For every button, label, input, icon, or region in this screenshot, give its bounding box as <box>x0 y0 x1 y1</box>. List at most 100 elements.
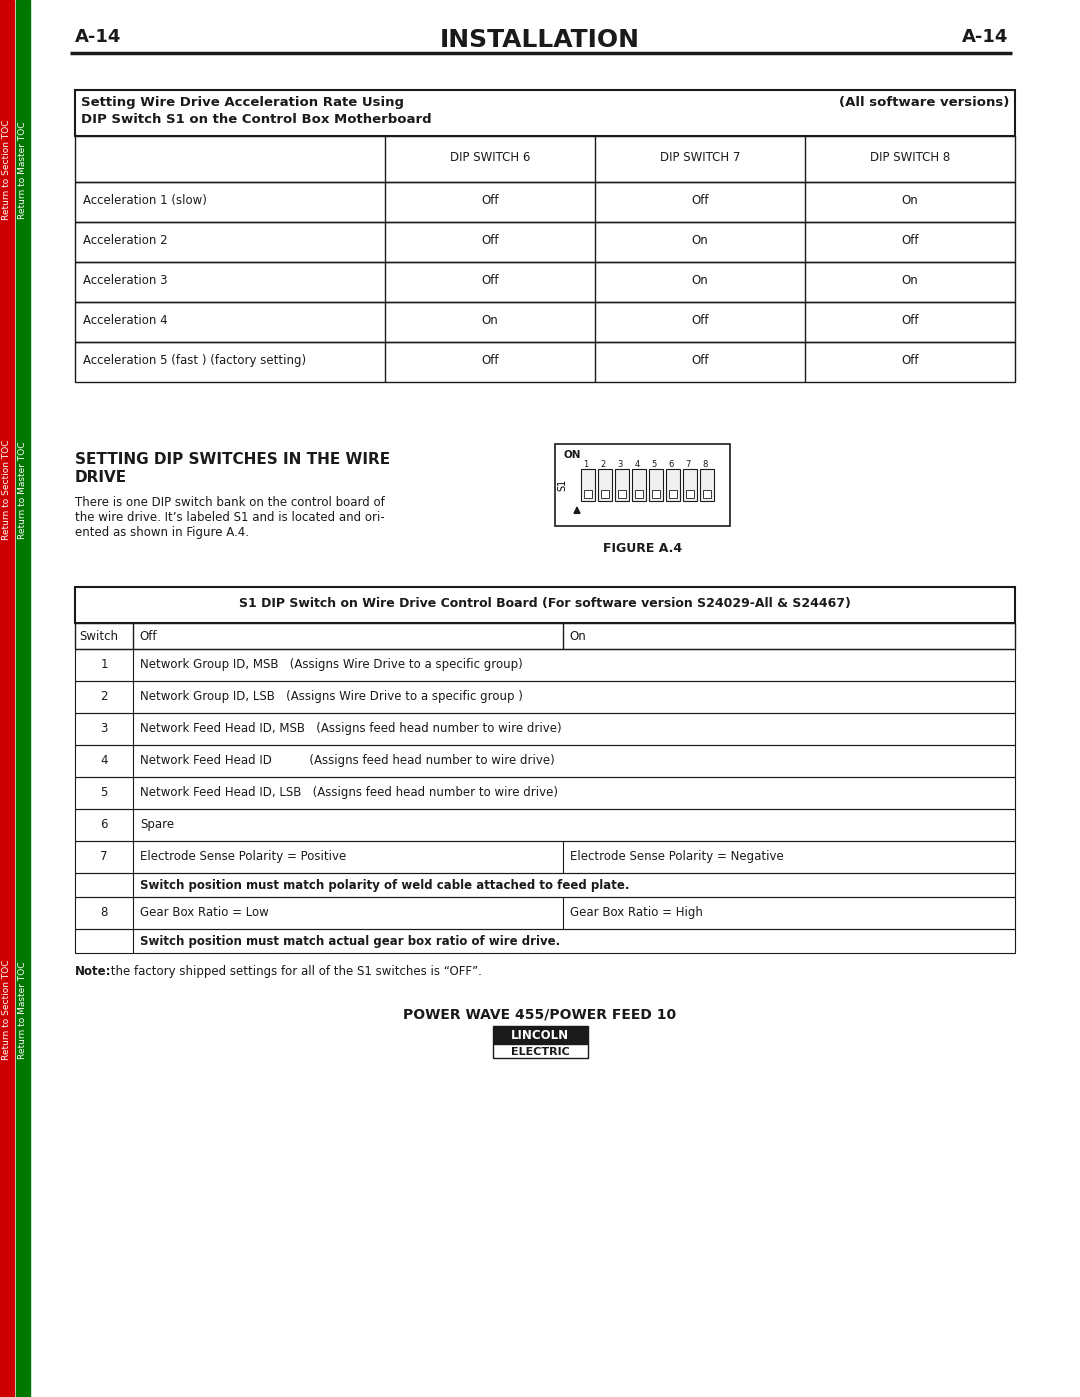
Text: Acceleration 3: Acceleration 3 <box>83 274 167 286</box>
Bar <box>686 490 694 497</box>
Text: Network Feed Head ID, MSB   (Assigns feed head number to wire drive): Network Feed Head ID, MSB (Assigns feed … <box>140 722 562 735</box>
Text: Network Group ID, LSB   (Assigns Wire Drive to a specific group ): Network Group ID, LSB (Assigns Wire Driv… <box>140 690 523 703</box>
Text: On: On <box>691 274 708 286</box>
Bar <box>703 490 711 497</box>
Text: Electrode Sense Polarity = Negative: Electrode Sense Polarity = Negative <box>570 849 784 863</box>
Bar <box>600 490 609 497</box>
Text: 4: 4 <box>634 460 639 469</box>
Text: DIP SWITCH 7: DIP SWITCH 7 <box>660 151 740 163</box>
Text: DIP Switch S1 on the Control Box Motherboard: DIP Switch S1 on the Control Box Motherb… <box>81 113 432 126</box>
Text: DIP SWITCH 8: DIP SWITCH 8 <box>869 151 950 163</box>
Text: Off: Off <box>139 630 157 643</box>
Bar <box>700 469 714 502</box>
Text: Gear Box Ratio = High: Gear Box Ratio = High <box>570 907 703 919</box>
Text: Acceleration 1 (slow): Acceleration 1 (slow) <box>83 194 207 207</box>
Bar <box>75 809 1015 841</box>
Text: INSTALLATION: INSTALLATION <box>440 28 640 52</box>
Text: 3: 3 <box>618 460 623 469</box>
Text: Return to Section TOC: Return to Section TOC <box>2 960 12 1060</box>
Bar <box>649 469 663 502</box>
Bar <box>669 490 677 497</box>
Bar <box>75 136 1015 182</box>
Bar <box>75 873 1015 897</box>
Text: 5: 5 <box>100 787 108 799</box>
Bar <box>75 587 1015 623</box>
Bar <box>683 469 697 502</box>
Text: 8: 8 <box>702 460 707 469</box>
Bar <box>75 342 1015 381</box>
Bar <box>632 469 646 502</box>
Text: the wire drive. It’s labeled S1 and is located and ori-: the wire drive. It’s labeled S1 and is l… <box>75 511 384 524</box>
Text: Acceleration 2: Acceleration 2 <box>83 235 167 247</box>
Text: S1: S1 <box>557 479 567 492</box>
Text: Off: Off <box>482 194 499 207</box>
Text: SETTING DIP SWITCHES IN THE WIRE: SETTING DIP SWITCHES IN THE WIRE <box>75 453 390 467</box>
Text: A-14: A-14 <box>961 28 1008 46</box>
Bar <box>75 222 1015 263</box>
Bar <box>598 469 612 502</box>
Bar <box>75 929 1015 953</box>
Text: Switch position must match actual gear box ratio of wire drive.: Switch position must match actual gear b… <box>140 935 561 949</box>
Text: 4: 4 <box>100 754 108 767</box>
Text: Off: Off <box>691 194 708 207</box>
Text: Off: Off <box>901 314 919 327</box>
Text: Off: Off <box>691 353 708 367</box>
Bar <box>615 469 629 502</box>
Bar <box>635 490 643 497</box>
Text: ented as shown in Figure A.4.: ented as shown in Figure A.4. <box>75 527 249 539</box>
Text: On: On <box>691 235 708 247</box>
Text: ELECTRIC: ELECTRIC <box>511 1046 569 1058</box>
Bar <box>555 444 730 527</box>
Bar <box>75 623 1015 650</box>
Text: 7: 7 <box>686 460 691 469</box>
Text: On: On <box>482 314 498 327</box>
Text: Return to Master TOC: Return to Master TOC <box>18 961 27 1059</box>
Text: Network Group ID, MSB   (Assigns Wire Drive to a specific group): Network Group ID, MSB (Assigns Wire Driv… <box>140 658 523 671</box>
Text: 1: 1 <box>583 460 589 469</box>
Text: Network Feed Head ID, LSB   (Assigns feed head number to wire drive): Network Feed Head ID, LSB (Assigns feed … <box>140 787 558 799</box>
Text: A-14: A-14 <box>75 28 121 46</box>
Bar <box>75 745 1015 777</box>
Bar <box>666 469 680 502</box>
Bar <box>584 490 592 497</box>
Bar <box>492 1044 588 1058</box>
Text: On: On <box>569 630 585 643</box>
Text: 3: 3 <box>100 722 108 735</box>
Text: 2: 2 <box>100 690 108 703</box>
Text: 8: 8 <box>100 907 108 919</box>
Text: POWER WAVE 455/POWER FEED 10: POWER WAVE 455/POWER FEED 10 <box>404 1009 676 1023</box>
Text: ®: ® <box>570 1028 578 1037</box>
Text: On: On <box>902 274 918 286</box>
Bar <box>75 897 1015 929</box>
Text: FIGURE A.4: FIGURE A.4 <box>603 542 683 555</box>
Text: S1 DIP Switch on Wire Drive Control Board (For software version S24029-All & S24: S1 DIP Switch on Wire Drive Control Boar… <box>239 597 851 610</box>
Bar <box>75 263 1015 302</box>
Bar <box>16 0 30 1397</box>
Bar <box>0 0 14 1397</box>
Text: the factory shipped settings for all of the S1 switches is “OFF”.: the factory shipped settings for all of … <box>107 965 482 978</box>
Text: Off: Off <box>482 274 499 286</box>
Text: Switch: Switch <box>79 630 118 643</box>
Text: Spare: Spare <box>140 819 174 831</box>
Text: ON: ON <box>563 450 581 460</box>
Text: Off: Off <box>691 314 708 327</box>
Text: 7: 7 <box>100 849 108 863</box>
Text: Return to Master TOC: Return to Master TOC <box>18 122 27 219</box>
Bar <box>75 650 1015 680</box>
Text: Off: Off <box>901 353 919 367</box>
Bar <box>75 182 1015 222</box>
Bar <box>618 490 626 497</box>
Text: Acceleration 5 (fast ) (factory setting): Acceleration 5 (fast ) (factory setting) <box>83 353 306 367</box>
Bar <box>652 490 660 497</box>
Text: Off: Off <box>482 353 499 367</box>
Text: Note:: Note: <box>75 965 111 978</box>
Text: 1: 1 <box>100 658 108 671</box>
Text: 2: 2 <box>600 460 606 469</box>
Text: DRIVE: DRIVE <box>75 469 127 485</box>
Bar <box>75 841 1015 873</box>
Text: DIP SWITCH 6: DIP SWITCH 6 <box>449 151 530 163</box>
Text: Gear Box Ratio = Low: Gear Box Ratio = Low <box>140 907 269 919</box>
Bar <box>492 1025 588 1044</box>
Text: LINCOLN: LINCOLN <box>511 1030 569 1042</box>
Text: Setting Wire Drive Acceleration Rate Using: Setting Wire Drive Acceleration Rate Usi… <box>81 96 404 109</box>
